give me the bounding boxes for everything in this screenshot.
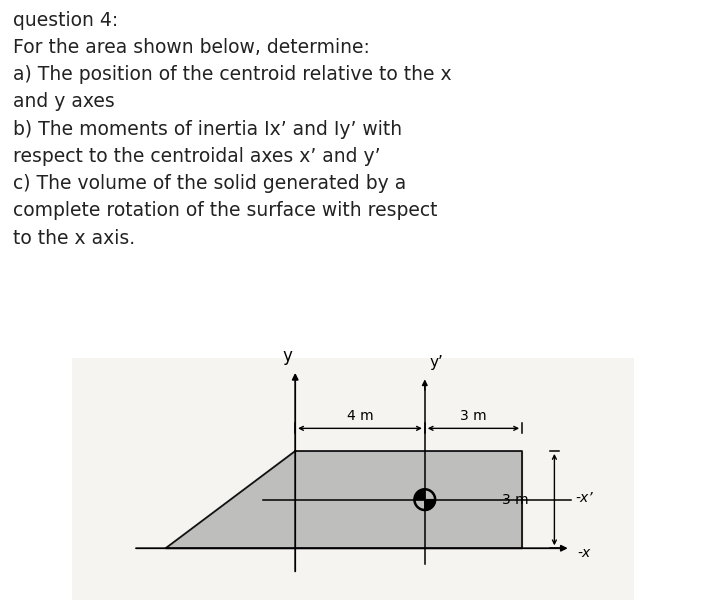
Text: 3 m: 3 m [502,492,528,507]
Polygon shape [425,500,435,510]
Text: -x: -x [577,546,590,560]
Text: question 4:
For the area shown below, determine:
a) The position of the centroid: question 4: For the area shown below, de… [13,10,451,247]
Polygon shape [415,489,425,500]
Text: 3 m: 3 m [460,409,487,423]
Text: y’: y’ [430,355,444,370]
Text: -x’: -x’ [575,491,593,505]
Polygon shape [166,451,522,548]
Text: 4 m: 4 m [347,409,373,423]
FancyBboxPatch shape [72,358,634,600]
Text: y: y [282,347,292,365]
